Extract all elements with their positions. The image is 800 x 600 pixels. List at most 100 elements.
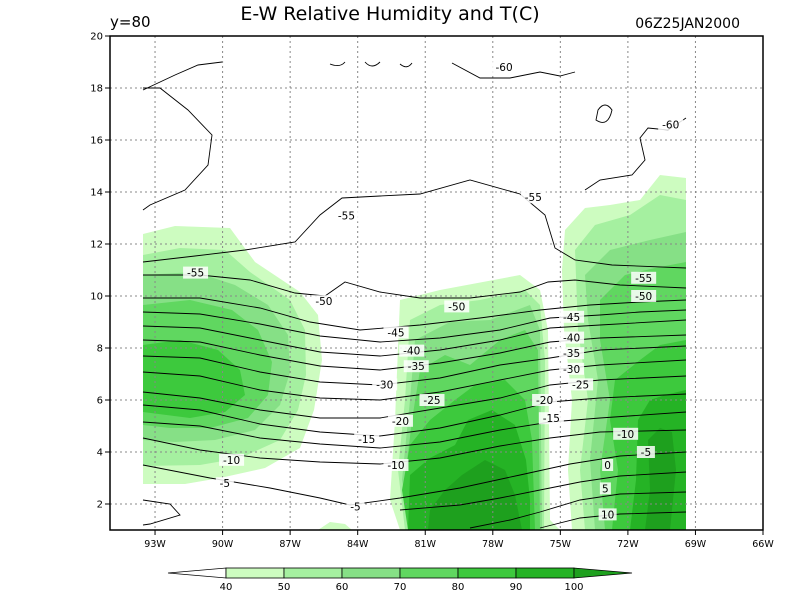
contour-label: -35 [563, 348, 580, 360]
contour-label-bg [599, 482, 611, 495]
x-tick-label: 81W [414, 539, 436, 550]
contour-label-bg [383, 326, 409, 339]
y-tick-label: 8 [97, 344, 103, 355]
contour-label: -5 [220, 478, 230, 490]
contour-label: -45 [563, 312, 580, 324]
contour-label-bg [598, 508, 617, 521]
contour-label: -50 [635, 291, 652, 303]
contour-label: -15 [543, 413, 560, 425]
colorbar-swatch [457, 567, 517, 579]
contour-label: 10 [601, 509, 614, 521]
contour-label: -40 [563, 333, 580, 345]
rh-fill-40-d [318, 522, 352, 530]
x-tick-label: 93W [144, 539, 166, 550]
x-tick-label: 69W [685, 539, 707, 550]
contour-label: 0 [604, 460, 611, 472]
contour-label: -25 [423, 395, 440, 407]
y-tick-label: 16 [90, 136, 103, 147]
contour-label-bg [387, 414, 413, 427]
x-tick-label: 87W [279, 539, 301, 550]
y-tick-label: 2 [97, 500, 103, 511]
colorbar-label: 40 [220, 582, 233, 593]
contour-label-bg [403, 360, 429, 373]
contour-label-bg [538, 412, 564, 425]
contour-label: -25 [572, 379, 589, 391]
colorbar-label: 70 [394, 582, 407, 593]
colorbar-label: 100 [564, 582, 583, 593]
contour-label-bg [383, 459, 409, 471]
contour-label-bg [219, 453, 245, 466]
colorbar-swatch [283, 567, 343, 579]
contour-label: -55 [525, 192, 542, 204]
colorbar-swatch [225, 567, 285, 579]
x-tick-label: 66W [752, 539, 774, 550]
y-tick-label: 14 [90, 188, 103, 199]
contour-label-bg [559, 331, 585, 344]
contour-label-bg [333, 209, 359, 222]
contour-label-bg [568, 378, 594, 391]
y-tick-label: 18 [90, 84, 103, 95]
contour-label-bg [215, 477, 234, 490]
contour-label: -5 [350, 502, 360, 514]
x-tick-label: 90W [212, 539, 234, 550]
contour-label: -55 [635, 273, 652, 285]
contour-label-bg [372, 378, 398, 391]
y-tick-label: 10 [90, 292, 103, 303]
contour-label-bg [559, 310, 585, 323]
header-left-label: y=80 [110, 13, 151, 31]
colorbar-swatch [515, 567, 575, 579]
x-tick-label: 75W [550, 539, 572, 550]
contour-label: 5 [602, 483, 609, 495]
contour-label: -45 [387, 327, 404, 339]
rh-fill-100 [428, 460, 522, 530]
colorbar-label: 60 [336, 582, 349, 593]
contour-label: -10 [387, 460, 404, 472]
contour-label-bg [559, 347, 585, 360]
contour-label-bg [631, 290, 657, 302]
contour-label-bg [183, 266, 209, 279]
contour-labels: -60-60-55-55-55 -55-50 -50-50-45-45-40-40-… [183, 61, 684, 521]
contour-label-bg [444, 300, 470, 313]
contour-label: -40 [403, 346, 420, 358]
contour-label-bg [602, 459, 614, 471]
colorbar-swatch [341, 567, 401, 579]
contour-label: -50 [315, 296, 332, 308]
contour-label: -15 [358, 434, 375, 446]
chart-title: E-W Relative Humidity and T(C) [240, 3, 539, 25]
contour-label-bg [658, 118, 684, 131]
contour-label-bg [636, 446, 655, 458]
header-right-label: 06Z25JAN2000 [635, 16, 740, 32]
colorbar-swatch [399, 567, 459, 579]
colorbar-high-arrow [573, 567, 633, 579]
contour-label-bg [354, 433, 380, 445]
contour-label: -10 [617, 429, 634, 441]
contour-label-bg [399, 344, 425, 357]
contour-label-bg [311, 295, 337, 308]
contour-label: -30 [563, 364, 580, 376]
y-tick-label: 4 [97, 448, 103, 459]
contour-label-bg [346, 500, 365, 513]
contour-label-bg [613, 427, 639, 440]
rh-fill-100-b [645, 428, 676, 530]
contour-label: -55 [338, 210, 355, 222]
plot-frame [109, 35, 764, 531]
contour-label: -10 [223, 455, 240, 467]
colorbar-label: 80 [452, 582, 465, 593]
contour-label: -5 [641, 447, 651, 459]
contour-label-bg [419, 394, 445, 406]
rh-fill-80 [143, 340, 245, 418]
y-tick-label: 6 [97, 396, 103, 407]
y-axis: 2 4 6 8 10 12 14 16 18 20 [90, 32, 110, 511]
contour-label: -60 [662, 119, 679, 131]
contour-label: -20 [536, 395, 553, 407]
x-tick-label: 78W [482, 539, 504, 550]
contour-label: -35 [408, 361, 425, 373]
y-tick-label: 20 [90, 32, 103, 43]
contour-label-bg [491, 61, 517, 74]
contour-label: -55 [187, 268, 204, 280]
contour-label-bg [520, 191, 546, 204]
x-axis: 93W 90W 87W 84W 81W 78W 75W 72W 69W 66W [144, 530, 774, 550]
x-tick-label: 84W [347, 539, 369, 550]
contour-label-bg [631, 271, 657, 284]
